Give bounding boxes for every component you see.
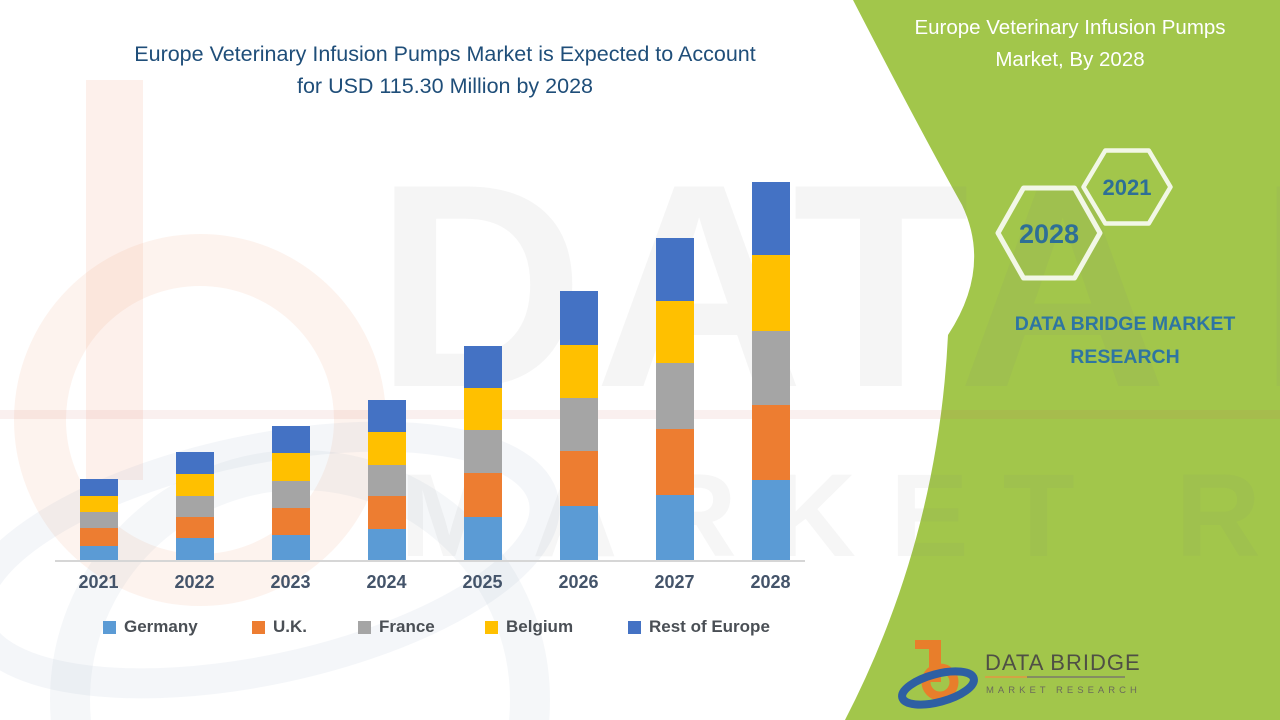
bar-segment-germany-2026 — [559, 505, 598, 560]
legend-item-belgium: Belgium — [485, 617, 573, 637]
bar-segment-germany-2028 — [751, 479, 790, 560]
bar-2022 — [175, 452, 214, 560]
x-axis-label-2023: 2023 — [270, 572, 311, 592]
bar-segment-u-k--2023 — [271, 507, 310, 536]
stacked-bar-chart — [55, 181, 805, 562]
bar-2021 — [79, 478, 118, 560]
bar-segment-u-k--2024 — [367, 496, 406, 529]
legend-swatch-germany — [103, 620, 116, 634]
panel-title-line2: Market, By 2028 — [995, 48, 1145, 71]
background-accent-band — [0, 410, 1280, 419]
page-title-line2: for USD 115.30 Million by 2028 — [297, 74, 593, 98]
logo-b-icon — [898, 640, 978, 709]
bar-segment-belgium-2025 — [463, 387, 502, 430]
legend-item-germany: Germany — [103, 617, 198, 637]
bar-segment-belgium-2023 — [271, 453, 310, 481]
bar-2028 — [751, 181, 790, 560]
bar-segment-france-2024 — [367, 464, 406, 497]
bar-segment-germany-2021 — [79, 545, 118, 560]
bar-segment-belgium-2027 — [655, 300, 694, 363]
bar-segment-belgium-2021 — [79, 495, 118, 512]
brand-text-line1: DATA BRIDGE MARKET — [1014, 313, 1236, 335]
bar-2026 — [559, 291, 598, 560]
bar-segment-france-2026 — [559, 398, 598, 452]
bar-segment-belgium-2028 — [751, 254, 790, 331]
bar-segment-rest-of-europe-2024 — [367, 399, 406, 433]
hexagon-2028 — [995, 185, 1103, 281]
x-axis-label-2027: 2027 — [654, 572, 695, 592]
legend-swatch-belgium — [485, 620, 498, 634]
bar-segment-rest-of-europe-2027 — [655, 237, 694, 301]
legend-item-rest-of-europe: Rest of Europe — [628, 617, 770, 637]
bar-segment-rest-of-europe-2028 — [751, 181, 790, 255]
chart-legend: Germany U.K. France Belgium Rest of Europe — [0, 617, 850, 641]
data-bridge-logo: DATA BRIDGE MARKET RESEARCH — [898, 640, 1141, 709]
x-axis-label-2026: 2026 — [558, 572, 599, 592]
panel-title-line1: Europe Veterinary Infusion Pumps — [914, 16, 1226, 39]
x-axis-label-2022: 2022 — [174, 572, 215, 592]
logo-sub-text: MARKET RESEARCH — [986, 685, 1141, 696]
hexagon-2021 — [1081, 148, 1173, 226]
hexagon-2028-label: 2028 — [1019, 219, 1079, 249]
page-title: Europe Veterinary Infusion Pumps Market … — [40, 38, 850, 102]
bar-segment-rest-of-europe-2026 — [559, 291, 598, 345]
bar-segment-belgium-2026 — [559, 344, 598, 398]
legend-label: Rest of Europe — [649, 617, 770, 636]
page-title-line1: Europe Veterinary Infusion Pumps Market … — [134, 42, 756, 66]
bar-2027 — [655, 237, 694, 560]
bar-segment-france-2027 — [655, 362, 694, 430]
bar-segment-u-k--2026 — [559, 451, 598, 506]
bar-segment-rest-of-europe-2021 — [79, 478, 118, 496]
x-axis-label-2024: 2024 — [366, 572, 407, 592]
bar-segment-france-2025 — [463, 429, 502, 474]
bar-segment-germany-2025 — [463, 517, 502, 560]
bar-segment-rest-of-europe-2025 — [463, 345, 502, 388]
bar-segment-u-k--2022 — [175, 517, 214, 539]
legend-item-u-k-: U.K. — [252, 617, 307, 637]
legend-item-france: France — [358, 617, 435, 637]
bar-segment-belgium-2022 — [175, 474, 214, 496]
panel-title: Europe Veterinary Infusion Pumps Market,… — [880, 12, 1260, 76]
x-axis-label-2028: 2028 — [750, 572, 791, 592]
bar-2025 — [463, 345, 502, 560]
bar-segment-u-k--2025 — [463, 473, 502, 518]
bar-segment-rest-of-europe-2022 — [175, 452, 214, 475]
bar-segment-u-k--2028 — [751, 404, 790, 480]
bar-segment-germany-2023 — [271, 535, 310, 560]
brand-text: DATA BRIDGE MARKET RESEARCH — [950, 308, 1280, 374]
legend-swatch-rest-of-europe — [628, 620, 641, 634]
bar-segment-france-2021 — [79, 511, 118, 528]
bar-2023 — [271, 425, 310, 560]
brand-text-line2: RESEARCH — [1070, 346, 1180, 368]
legend-label: Belgium — [506, 617, 574, 636]
bar-segment-belgium-2024 — [367, 432, 406, 465]
legend-swatch-france — [358, 620, 371, 634]
bar-2024 — [367, 399, 406, 560]
bar-segment-rest-of-europe-2023 — [271, 425, 310, 454]
legend-swatch-u-k- — [252, 620, 265, 634]
bar-segment-france-2022 — [175, 495, 214, 518]
bar-segment-france-2023 — [271, 480, 310, 508]
x-axis-label-2021: 2021 — [78, 572, 119, 592]
legend-label: U.K. — [273, 617, 307, 636]
bar-segment-u-k--2021 — [79, 527, 118, 546]
x-axis-label-2025: 2025 — [462, 572, 503, 592]
logo-name-text: DATA BRIDGE — [985, 650, 1141, 675]
bar-segment-germany-2022 — [175, 538, 214, 560]
bar-segment-france-2028 — [751, 330, 790, 405]
year-hexagons: 2028 2021 — [995, 148, 1173, 281]
bar-segment-germany-2024 — [367, 528, 406, 560]
hexagon-2021-label: 2021 — [1103, 175, 1152, 200]
bar-segment-u-k--2027 — [655, 429, 694, 496]
legend-label: France — [379, 617, 435, 636]
bar-segment-germany-2027 — [655, 495, 694, 560]
legend-label: Germany — [124, 617, 198, 636]
